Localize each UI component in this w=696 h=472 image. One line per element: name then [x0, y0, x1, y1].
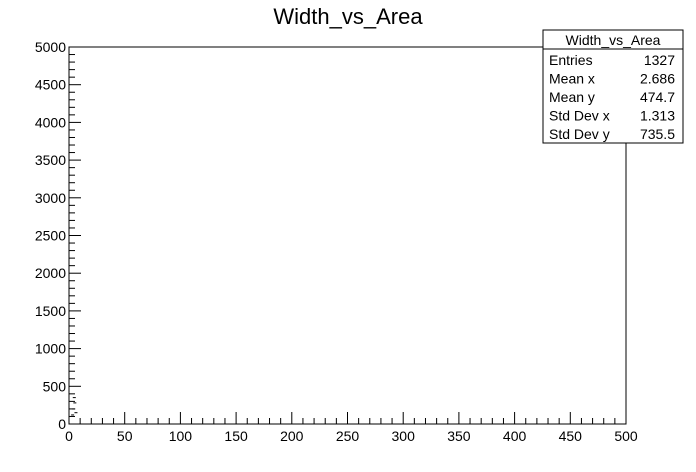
- stats-row-label: Entries: [549, 52, 593, 68]
- data-point: [73, 402, 77, 404]
- stats-box: Width_vs_Area Entries 1327 Mean x 2.686 Mean…: [542, 29, 684, 144]
- y-tick-label: 4500: [35, 77, 66, 93]
- stats-row-value: 1.313: [640, 108, 675, 124]
- stats-row-label: Mean x: [549, 71, 595, 87]
- data-point: [74, 412, 78, 414]
- stats-row-value: 2.686: [640, 71, 675, 87]
- x-tick-label: 250: [336, 428, 360, 444]
- y-tick-label: 2500: [35, 228, 66, 244]
- y-tick-label: 3500: [35, 152, 66, 168]
- x-tick-label: 0: [65, 428, 73, 444]
- stats-box-title: Width_vs_Area: [566, 32, 661, 48]
- stats-row-label: Std Dev y: [549, 126, 610, 142]
- y-tick-label: 5000: [35, 39, 66, 55]
- stats-row-label: Mean y: [549, 89, 595, 105]
- x-tick-label: 50: [117, 428, 133, 444]
- stats-row-value: 735.5: [640, 126, 675, 142]
- y-tick-label: 500: [43, 378, 67, 394]
- stats-row-value: 474.7: [640, 89, 675, 105]
- data-point: [72, 408, 76, 410]
- x-tick-label: 150: [224, 428, 248, 444]
- y-tick-label: 1000: [35, 341, 66, 357]
- x-tick-label: 400: [503, 428, 527, 444]
- y-tick-label: 2000: [35, 265, 66, 281]
- stats-row-value: 1327: [644, 52, 675, 68]
- y-axis: 0 500 1000 1500 2000 2500 3000 3500 4000 4500 5000: [35, 39, 81, 432]
- x-tick-label: 450: [559, 428, 583, 444]
- plot-frame: [68, 46, 627, 425]
- x-tick-label: 500: [614, 428, 638, 444]
- data-points: [71, 397, 78, 416]
- x-tick-label: 100: [169, 428, 193, 444]
- stats-rows: Entries 1327 Mean x 2.686 Mean y 474.7 Std Dev…: [549, 52, 675, 142]
- x-axis: 0 50 100 150 200 250 300 350 400 450 500: [65, 412, 638, 444]
- data-point: [71, 414, 75, 416]
- y-tick-label: 3000: [35, 190, 66, 206]
- y-tick-label: 0: [58, 416, 66, 432]
- x-tick-label: 300: [392, 428, 416, 444]
- x-tick-label: 200: [280, 428, 304, 444]
- data-point: [72, 397, 76, 399]
- y-tick-label: 4000: [35, 114, 66, 130]
- x-tick-label: 350: [447, 428, 471, 444]
- chart-title: Width_vs_Area: [273, 4, 423, 29]
- stats-row-label: Std Dev x: [549, 108, 610, 124]
- y-tick-label: 1500: [35, 303, 66, 319]
